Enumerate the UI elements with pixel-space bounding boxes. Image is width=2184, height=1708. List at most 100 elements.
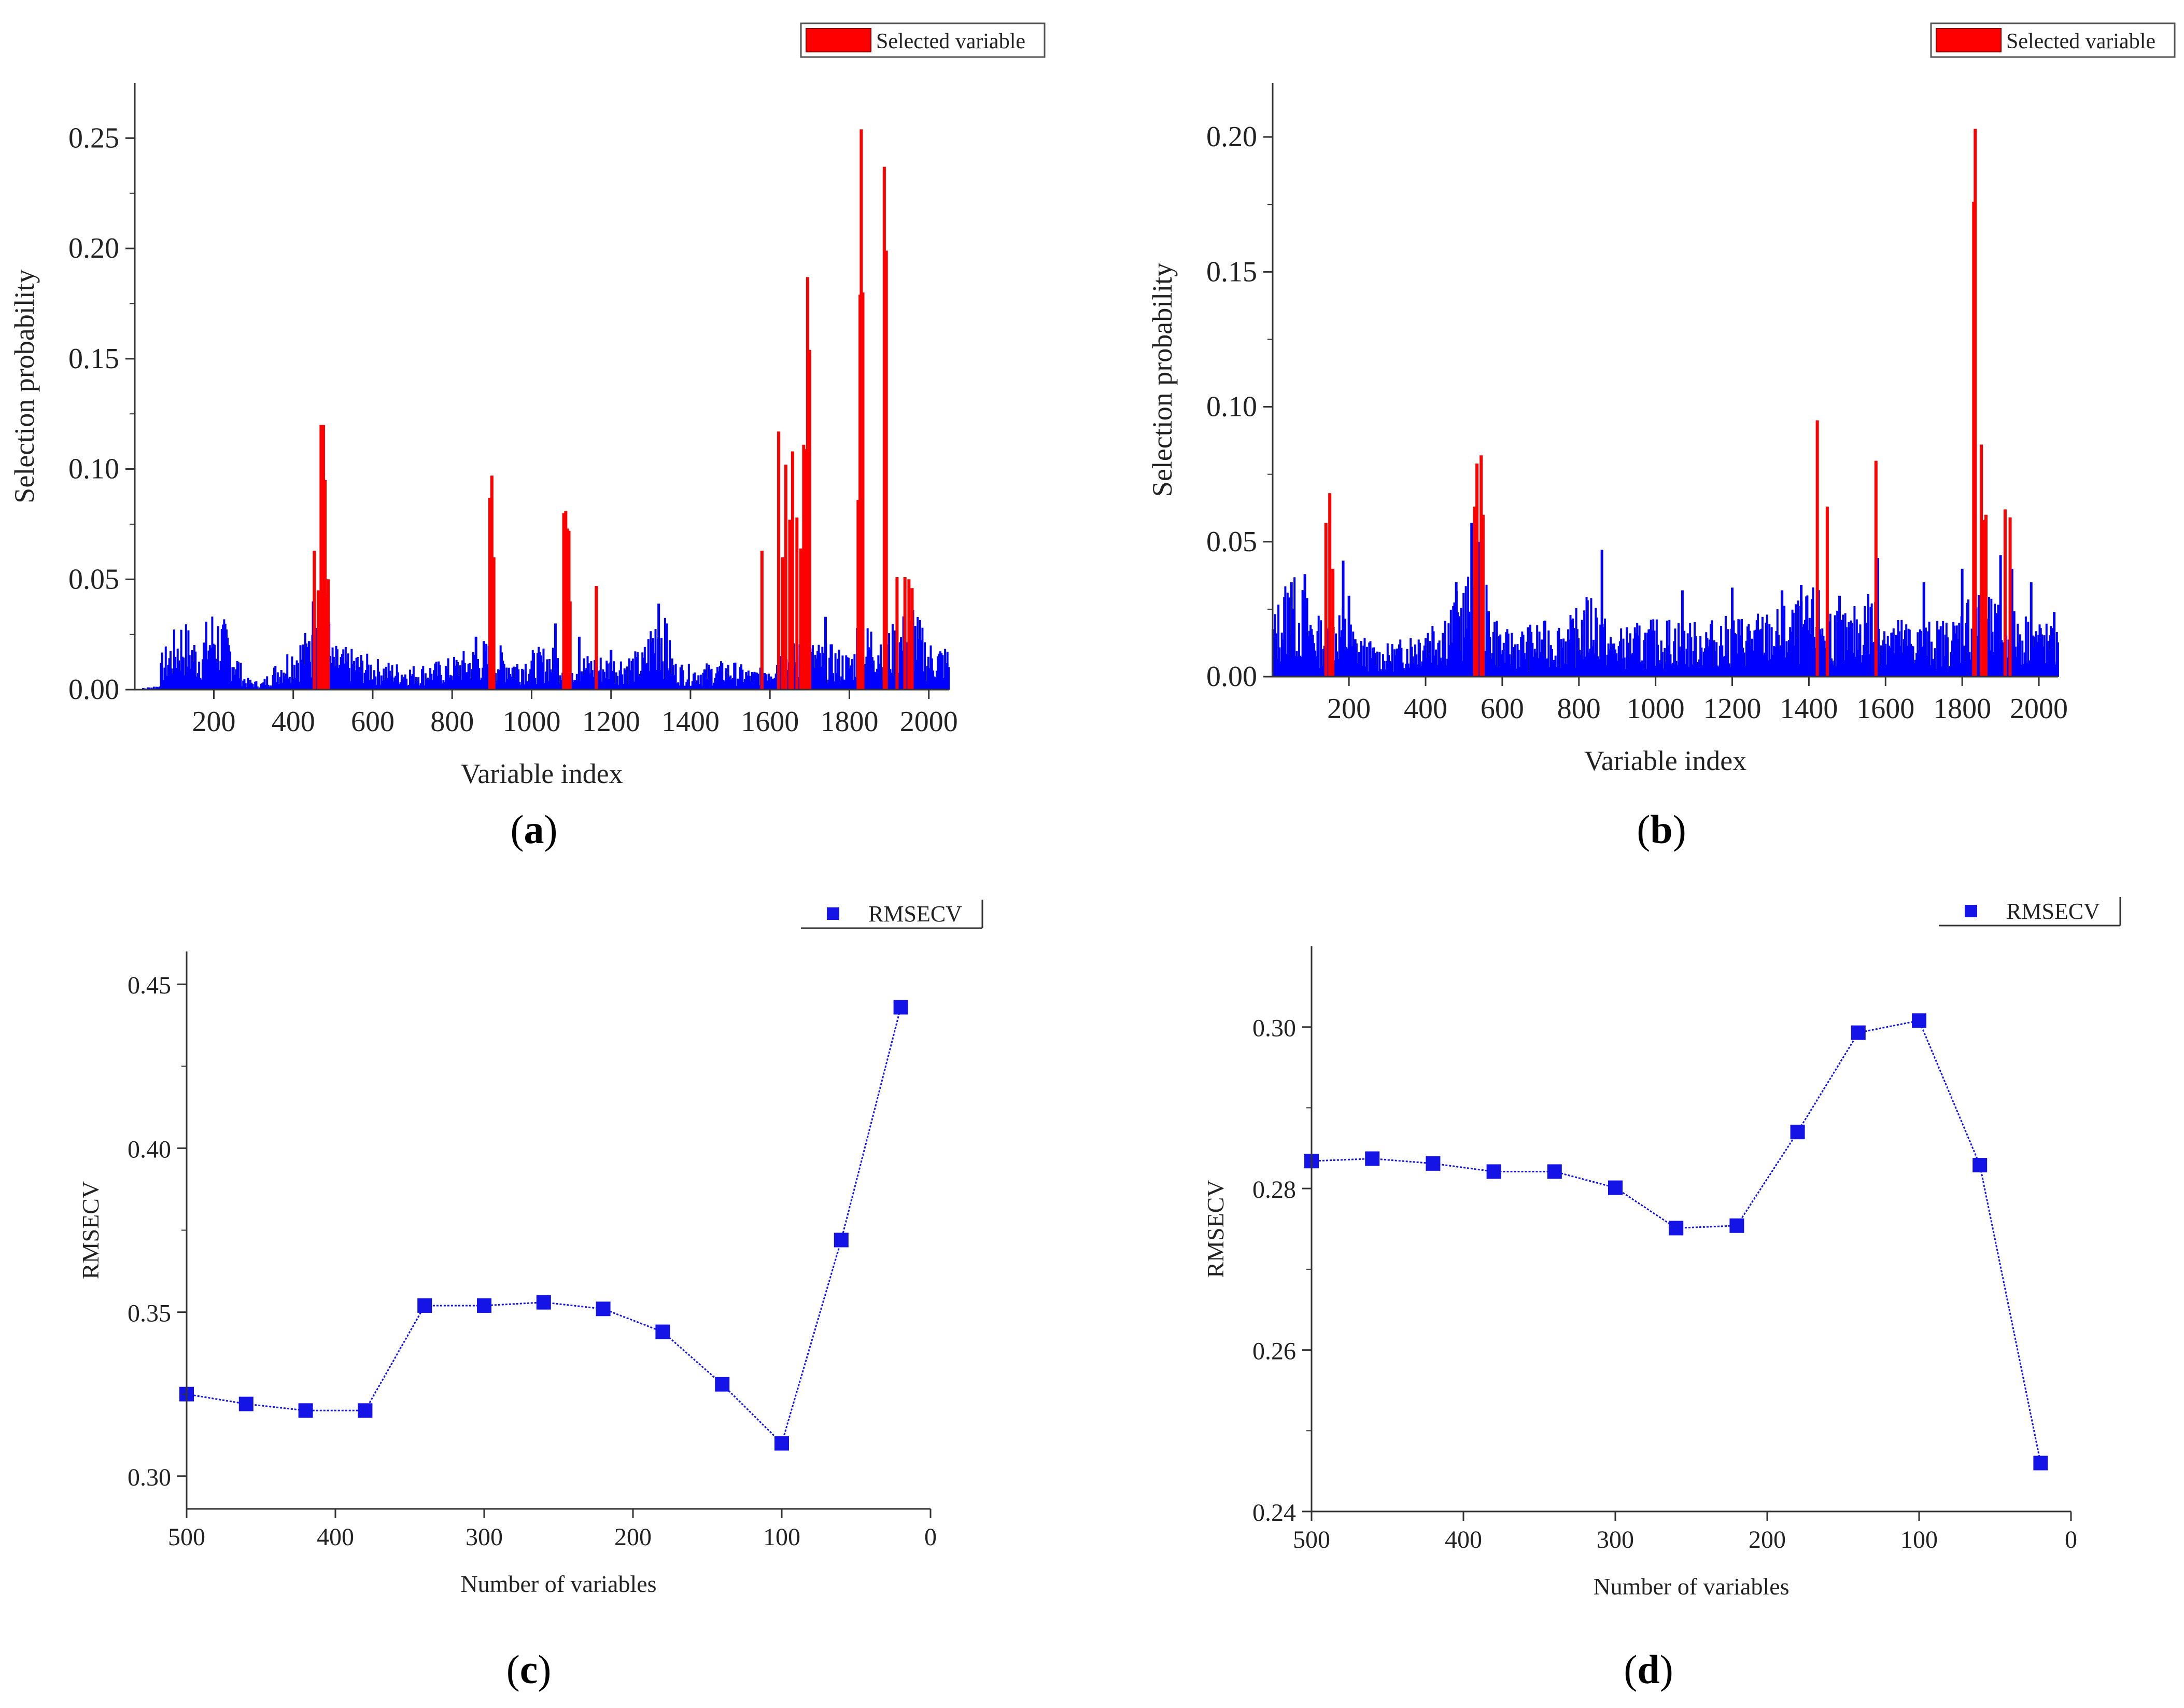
x-tick-label: 2000 <box>900 706 958 738</box>
data-point <box>536 1295 551 1310</box>
y-tick-label: 0.15 <box>68 343 119 375</box>
x-tick-label: 1200 <box>1703 693 1762 725</box>
axes-d: 0.24 0.26 0.28 0.30 500 400 300 200 100 0 Number o… <box>1202 946 2077 1600</box>
data-point <box>1486 1164 1501 1179</box>
data-point <box>1729 1218 1744 1233</box>
caption-a: (a) <box>510 807 558 852</box>
data-point <box>2033 1455 2048 1471</box>
x-tick-label: 0 <box>2065 1526 2077 1553</box>
data-point <box>834 1233 849 1248</box>
x-tick-label: 400 <box>317 1523 354 1551</box>
data-point <box>417 1298 432 1313</box>
legend-d: RMSECV <box>1939 897 2121 927</box>
y-tick-label: 0.00 <box>68 674 119 706</box>
x-tick-label: 100 <box>1900 1526 1938 1553</box>
caption-b: (b) <box>1637 807 1686 852</box>
chart-a: Selected variable 0.00 0.05 0.10 0.15 0.20 0.2… <box>9 22 1046 789</box>
y-tick-label: 0.26 <box>1252 1338 1296 1365</box>
x-axis-title: Variable index <box>460 758 623 789</box>
panel-b: Selected variable 0.00 0.05 0.10 0.15 0.20 200… <box>1140 0 2184 861</box>
x-tick-label: 1200 <box>582 706 640 738</box>
data-point <box>477 1298 491 1313</box>
legend-b: Selected variable <box>1930 22 2176 58</box>
x-tick-label: 1400 <box>661 706 720 738</box>
chart-b: Selected variable 0.00 0.05 0.10 0.15 0.20 200… <box>1147 22 2176 776</box>
y-tick-label: 0.35 <box>128 1300 171 1327</box>
x-tick-label: 100 <box>763 1523 800 1551</box>
y-tick-label: 0.10 <box>1206 391 1257 423</box>
x-tick-label: 1600 <box>1856 693 1914 725</box>
y-axis-title: Selection probability <box>9 269 40 503</box>
x-tick-label: 600 <box>351 706 394 738</box>
data-point <box>358 1403 373 1418</box>
data-point <box>655 1324 670 1339</box>
y-tick-label: 0.20 <box>68 232 119 264</box>
panel-c: RMSECV 0.30 0.35 0.40 0.45 500 400 300 200 100 0 Nu… <box>0 866 1083 1708</box>
legend-marker <box>1965 905 1977 917</box>
y-tick-label: 0.25 <box>68 122 119 154</box>
x-tick-label: 600 <box>1481 693 1524 725</box>
x-tick-label: 500 <box>168 1523 205 1551</box>
baseline-bars-a <box>135 562 950 690</box>
legend-c: RMSECV <box>801 900 983 929</box>
data-point <box>715 1377 730 1392</box>
x-tick-label: 1800 <box>820 706 878 738</box>
y-tick-label: 0.05 <box>1206 526 1257 558</box>
x-tick-label: 300 <box>466 1523 503 1551</box>
y-axis-title: RMSECV <box>77 1181 104 1279</box>
plot-a: Selected variable 0.00 0.05 0.10 0.15 0.20 0.2… <box>9 22 1046 789</box>
data-point <box>1912 1013 1926 1028</box>
x-tick-label: 800 <box>430 706 474 738</box>
x-axis-title: Number of variables <box>1593 1573 1789 1600</box>
baseline-bars-b <box>1272 523 2059 677</box>
data-point <box>893 1000 908 1015</box>
data-point <box>1851 1025 1866 1040</box>
x-tick-label: 400 <box>1404 693 1447 725</box>
legend-a: Selected variable <box>800 22 1046 58</box>
plot-b: Selected variable 0.00 0.05 0.10 0.15 0.20 200… <box>1147 22 2176 776</box>
y-tick-label: 0.28 <box>1252 1176 1296 1203</box>
data-point <box>1669 1221 1684 1236</box>
x-tick-label: 1000 <box>1627 693 1685 725</box>
y-tick-label: 0.20 <box>1206 121 1257 153</box>
x-tick-label: 300 <box>1597 1526 1634 1553</box>
x-axis-title: Variable index <box>1584 745 1746 776</box>
y-tick-label: 0.30 <box>128 1464 171 1491</box>
data-point <box>774 1436 789 1451</box>
caption-c: (c) <box>506 1647 552 1692</box>
axes-a: 0.00 0.05 0.10 0.15 0.20 0.25 200 400 600 800 1000… <box>9 83 958 789</box>
x-tick-label: 200 <box>192 706 235 738</box>
data-point <box>1972 1157 1988 1172</box>
x-tick-label: 1000 <box>502 706 560 738</box>
y-tick-label: 0.30 <box>1252 1015 1296 1042</box>
data-point <box>298 1403 313 1418</box>
plot-d: RMSECV 0.24 0.26 0.28 0.30 500 400 300 200 100 0 Nu… <box>1202 897 2121 1600</box>
x-tick-label: 1400 <box>1780 693 1838 725</box>
data-point <box>1547 1164 1562 1179</box>
y-tick-label: 0.05 <box>68 563 119 595</box>
chart-d: RMSECV 0.24 0.26 0.28 0.30 500 400 300 200 100 0 Nu… <box>1202 897 2121 1600</box>
y-axis-title: RMSECV <box>1202 1180 1229 1278</box>
y-tick-label: 0.00 <box>1206 661 1257 693</box>
series-line <box>186 1007 902 1445</box>
y-tick-label: 0.40 <box>128 1136 171 1163</box>
data-point <box>1426 1156 1441 1171</box>
x-tick-label: 1800 <box>1933 693 1991 725</box>
data-point <box>238 1396 253 1411</box>
axes-c: 0.30 0.35 0.40 0.45 500 400 300 200 100 0 Number o… <box>77 951 937 1597</box>
chart-c: RMSECV 0.30 0.35 0.40 0.45 500 400 300 200 100 0 Nu… <box>77 900 983 1597</box>
selected-bars-b <box>1324 129 2012 677</box>
x-tick-label: 200 <box>1749 1526 1786 1553</box>
y-tick-label: 0.15 <box>1206 256 1257 288</box>
y-tick-label: 0.24 <box>1252 1499 1296 1527</box>
y-tick-label: 0.45 <box>128 972 171 999</box>
x-tick-label: 400 <box>1445 1526 1482 1553</box>
x-tick-label: 200 <box>1327 693 1371 725</box>
x-tick-label: 1600 <box>741 706 799 738</box>
legend-marker <box>827 907 839 920</box>
x-tick-label: 2000 <box>2010 693 2068 725</box>
legend-label: Selected variable <box>876 30 1025 53</box>
data-point <box>1365 1151 1380 1166</box>
caption-d: (d) <box>1624 1647 1673 1692</box>
x-tick-label: 200 <box>614 1523 652 1551</box>
